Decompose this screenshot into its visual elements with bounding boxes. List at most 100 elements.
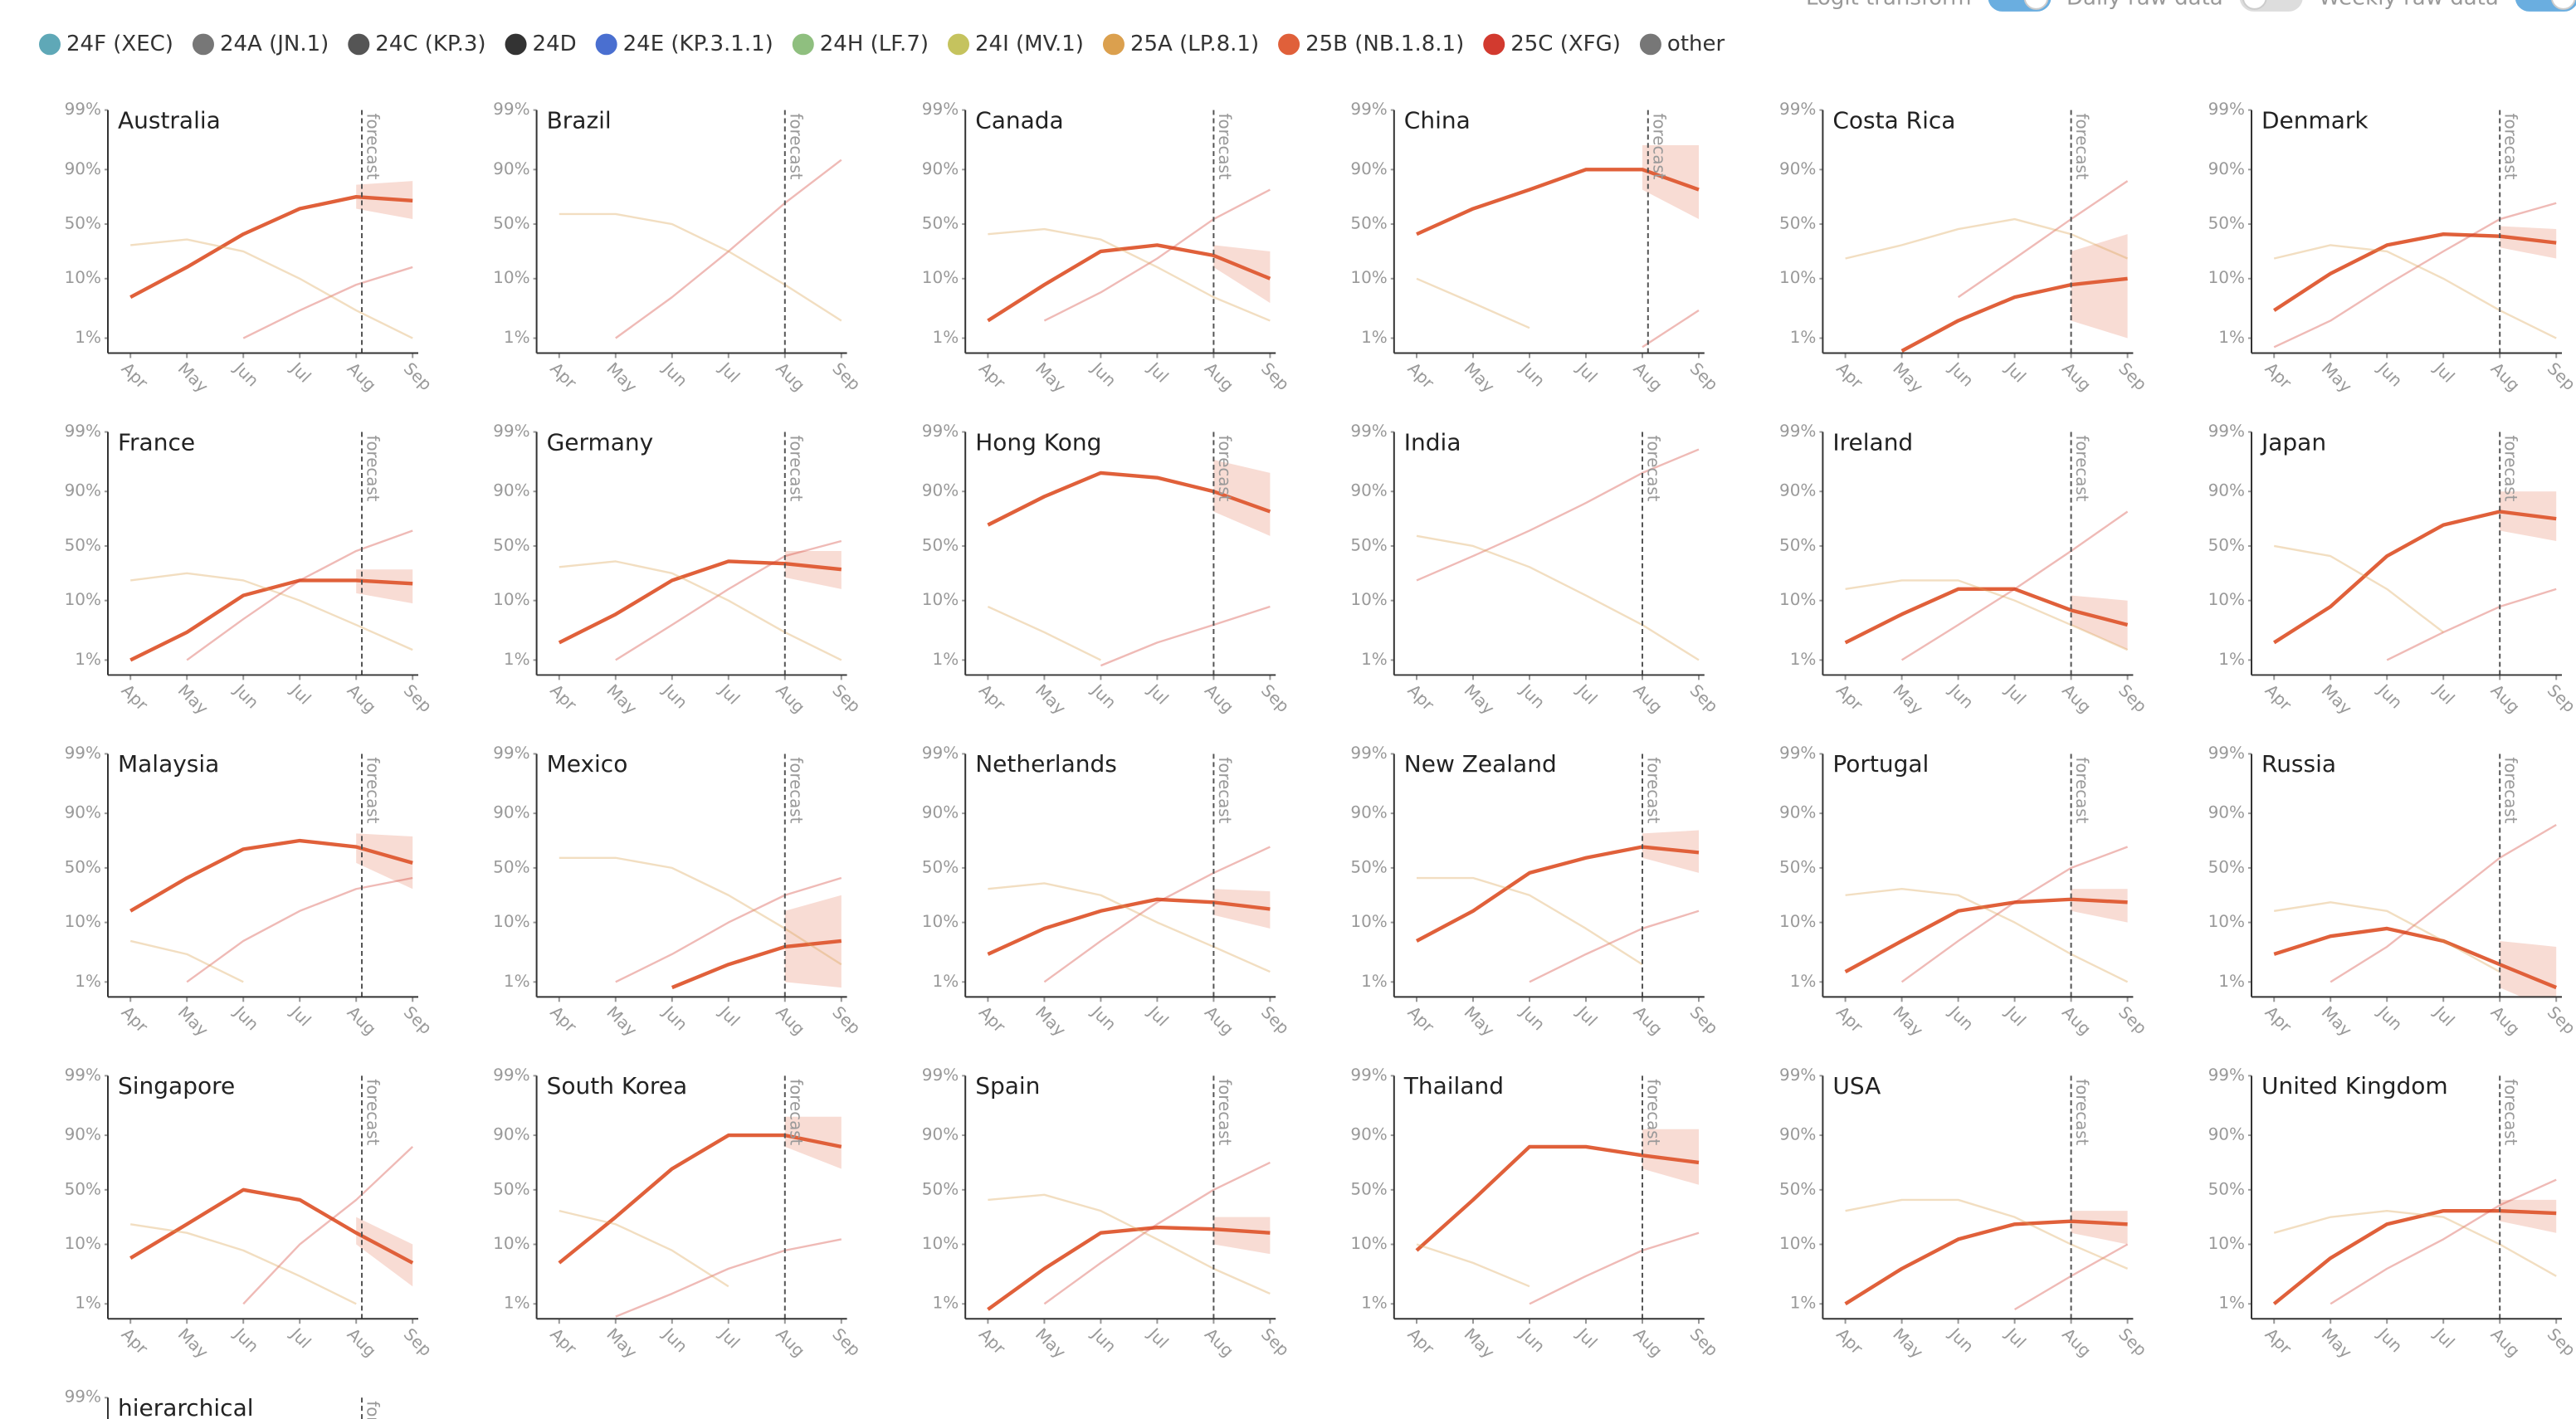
variant-line xyxy=(1417,876,1643,966)
x-tick-label: May xyxy=(1889,1324,1927,1362)
panel-title: New Zealand xyxy=(1404,750,1557,778)
x-tick-label: Apr xyxy=(118,1324,152,1358)
variant-line xyxy=(2273,544,2444,633)
legend-swatch xyxy=(1278,33,1300,56)
y-tick-label: 90% xyxy=(922,803,959,822)
x-tick-label: Jul xyxy=(715,1002,744,1030)
y-tick-label: 1% xyxy=(75,650,101,669)
y-tick-label: 1% xyxy=(933,328,959,347)
x-tick-label: May xyxy=(1032,359,1070,397)
toggle-knob[interactable] xyxy=(2551,0,2576,10)
x-tick-label: Aug xyxy=(1201,1324,1237,1360)
x-tick-label: Jul xyxy=(2001,1324,2030,1352)
panel-title: Australia xyxy=(118,107,221,134)
panel: 1% 10% 50% 90% 99% Apr May Jun Jul Aug Sep forecast… xyxy=(922,744,1293,1041)
plot-area xyxy=(1844,1198,2129,1311)
panel-title: France xyxy=(118,428,195,456)
y-tick-label: 99% xyxy=(65,1065,101,1085)
y-tick-label: 90% xyxy=(922,1125,959,1144)
x-tick-label: Sep xyxy=(2544,359,2576,395)
panel-title: Germany xyxy=(547,428,654,456)
legend-label[interactable]: 24I (MV.1) xyxy=(975,32,1084,56)
plot-area xyxy=(2272,1178,2557,1305)
x-tick-label: Aug xyxy=(2487,1002,2524,1038)
variant-line xyxy=(130,1223,357,1305)
x-tick-label: Sep xyxy=(828,1002,864,1038)
highlight-line xyxy=(129,195,413,300)
highlight-line xyxy=(558,559,842,645)
x-tick-label: Aug xyxy=(2487,1324,2524,1360)
panel: 1% 10% 50% 90% 99% Apr May Jun Jul Aug Sep forecast… xyxy=(2208,1065,2576,1363)
plot-area xyxy=(2272,202,2557,349)
panel: 1% 10% 50% 90% 99% Apr May Jun Jul Aug Sep forecast… xyxy=(493,422,864,719)
forecast-band xyxy=(1213,1217,1271,1255)
variant-line xyxy=(1043,1161,1271,1305)
y-tick-label: 1% xyxy=(1361,972,1388,991)
x-tick-label: May xyxy=(174,359,212,397)
variant-line xyxy=(2273,202,2557,349)
x-tick-label: Sep xyxy=(828,1324,864,1360)
legend-label[interactable]: 24E (KP.3.1.1) xyxy=(623,32,773,56)
legend-label[interactable]: 24C (KP.3) xyxy=(375,32,485,56)
panel-title: Portugal xyxy=(1832,750,1929,778)
forecast-band xyxy=(356,833,413,890)
panel-title: Russia xyxy=(2261,750,2336,778)
x-tick-label: Jun xyxy=(2373,358,2406,390)
legend-label[interactable]: 24H (LF.7) xyxy=(820,32,929,56)
x-tick-label: Apr xyxy=(975,359,1009,393)
legend-swatch xyxy=(1639,33,1661,56)
forecast-label: forecast xyxy=(363,757,382,823)
legend-label[interactable]: 24D xyxy=(533,32,577,56)
y-tick-label: 99% xyxy=(922,1065,959,1085)
legend-label[interactable]: 24A (JN.1) xyxy=(220,32,329,56)
x-tick-label: Sep xyxy=(400,1324,436,1360)
y-tick-label: 10% xyxy=(65,912,101,931)
y-tick-label: 99% xyxy=(2208,422,2245,441)
y-tick-label: 1% xyxy=(504,1294,530,1313)
highlight-line xyxy=(987,897,1271,956)
x-tick-label: Jul xyxy=(1144,1002,1173,1030)
y-tick-label: 50% xyxy=(493,857,529,876)
y-tick-label: 90% xyxy=(65,803,101,822)
y-tick-label: 10% xyxy=(1350,268,1387,287)
highlight-line xyxy=(2273,510,2557,645)
y-tick-label: 50% xyxy=(493,536,529,555)
y-tick-label: 50% xyxy=(1350,536,1387,555)
panel: 1% 10% 50% 90% 99% Apr May Jun Jul Aug Sep forecast… xyxy=(1779,1065,2150,1363)
x-tick-label: Jun xyxy=(1515,1324,1549,1356)
variant-line xyxy=(559,1209,729,1288)
x-tick-label: Sep xyxy=(2115,359,2150,395)
highlight-line xyxy=(1844,587,2129,645)
x-tick-label: Jun xyxy=(229,358,262,390)
x-tick-label: May xyxy=(603,680,641,718)
x-tick-label: Sep xyxy=(1257,359,1293,395)
legend-label[interactable]: 25B (NB.1.8.1) xyxy=(1305,32,1464,56)
forecast-band xyxy=(1642,144,1699,220)
panel: 1% 10% 50% 90% 99% Apr May Jun Jul Aug Sep forecast… xyxy=(1779,100,2150,397)
panel-title: Singapore xyxy=(118,1072,235,1100)
x-tick-label: Jun xyxy=(1944,358,1978,390)
y-tick-label: 1% xyxy=(1361,328,1388,347)
forecast-label: forecast xyxy=(786,435,805,501)
legend-label[interactable]: 25A (LP.8.1) xyxy=(1130,32,1259,56)
toggle-knob[interactable] xyxy=(2242,0,2267,10)
panel: 1% 10% 50% 90% 99% Apr May Jun Jul Aug Sep forecast… xyxy=(1350,744,1721,1041)
y-tick-label: 50% xyxy=(922,857,959,876)
x-tick-label: Aug xyxy=(772,1002,808,1038)
y-tick-label: 90% xyxy=(65,1125,101,1144)
y-tick-label: 10% xyxy=(1350,912,1387,931)
variant-line xyxy=(1043,846,1271,983)
forecast-label: forecast xyxy=(1643,1079,1662,1145)
legend-label[interactable]: other xyxy=(1667,32,1725,56)
panel: 1% 10% 50% 90% 99% Apr May Jun Jul Aug Sep forecast… xyxy=(493,100,864,397)
variant-line xyxy=(1642,310,1700,349)
legend-label[interactable]: 24F (XEC) xyxy=(66,32,173,56)
plot-area xyxy=(987,846,1271,983)
toggle-knob[interactable] xyxy=(2023,0,2049,10)
highlight-line xyxy=(129,838,413,913)
forecast-label: forecast xyxy=(2072,435,2091,501)
x-tick-label: Jul xyxy=(2001,1002,2030,1030)
legend-label[interactable]: 25C (XFG) xyxy=(1510,32,1621,56)
forecast-band xyxy=(2071,234,2128,339)
plot-area xyxy=(1845,180,2129,353)
